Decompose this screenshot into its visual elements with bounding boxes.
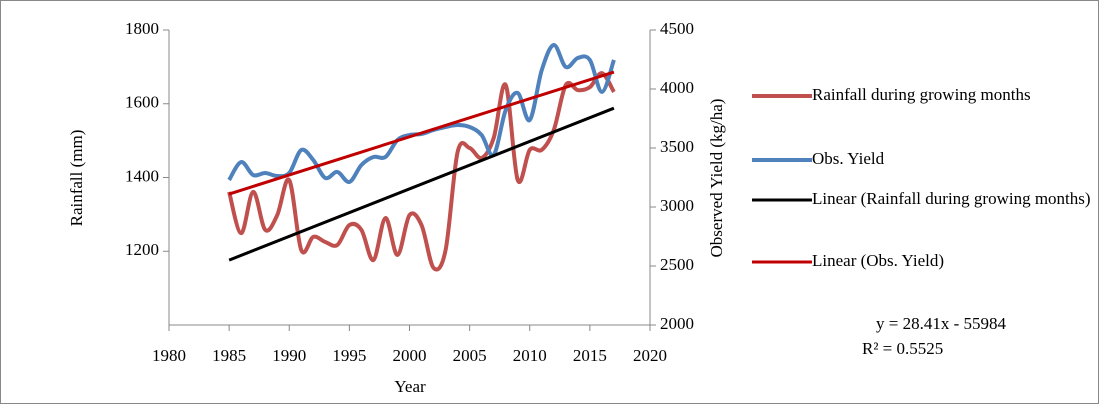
y2-tick-label: 4000 xyxy=(660,78,694,97)
legend-label: Linear (Obs. Yield) xyxy=(812,251,945,270)
series-line xyxy=(227,71,616,272)
legend-label: Rainfall during growing months xyxy=(812,85,1031,104)
y2-tick-label: 3000 xyxy=(660,196,694,215)
y2-tick-label: 2500 xyxy=(660,255,694,274)
y-axis-label: Rainfall (mm) xyxy=(67,130,86,227)
legend-label: Obs. Yield xyxy=(812,149,885,168)
x-axis-label: Year xyxy=(394,377,426,396)
y2-tick-label: 2000 xyxy=(660,314,694,333)
legend-entry: Rainfall during growing months xyxy=(812,85,1031,104)
series-line xyxy=(228,70,615,196)
legend-label: Linear (Rainfall during growing months) xyxy=(812,189,1091,208)
y2-tick-label: 3500 xyxy=(660,137,694,156)
y-tick-label: 1400 xyxy=(125,166,159,185)
y-tick-label: 1800 xyxy=(125,19,159,38)
x-tick-label: 1980 xyxy=(152,346,186,365)
equation: y = 28.41x - 55984 xyxy=(876,314,1006,333)
y2-axis-label: Observed Yield (kg/ha) xyxy=(707,99,726,258)
x-tick-label: 2015 xyxy=(573,346,607,365)
x-tick-label: 1995 xyxy=(332,346,366,365)
x-tick-label: 2010 xyxy=(513,346,547,365)
x-tick-label: 1990 xyxy=(272,346,306,365)
legend-entry: Linear (Rainfall during growing months) xyxy=(812,189,1091,208)
r-squared: R² = 0.5525 xyxy=(862,339,943,358)
x-tick-label: 2000 xyxy=(393,346,427,365)
legend-entry: Obs. Yield xyxy=(812,149,885,168)
x-tick-label: 2020 xyxy=(633,346,667,365)
y2-tick-label: 4500 xyxy=(660,19,694,38)
y-tick-label: 1600 xyxy=(125,93,159,112)
x-tick-label: 2005 xyxy=(453,346,487,365)
y-tick-label: 1200 xyxy=(125,240,159,259)
legend-entry: Linear (Obs. Yield) xyxy=(812,251,945,270)
series-line xyxy=(228,106,615,262)
x-tick-label: 1985 xyxy=(212,346,246,365)
